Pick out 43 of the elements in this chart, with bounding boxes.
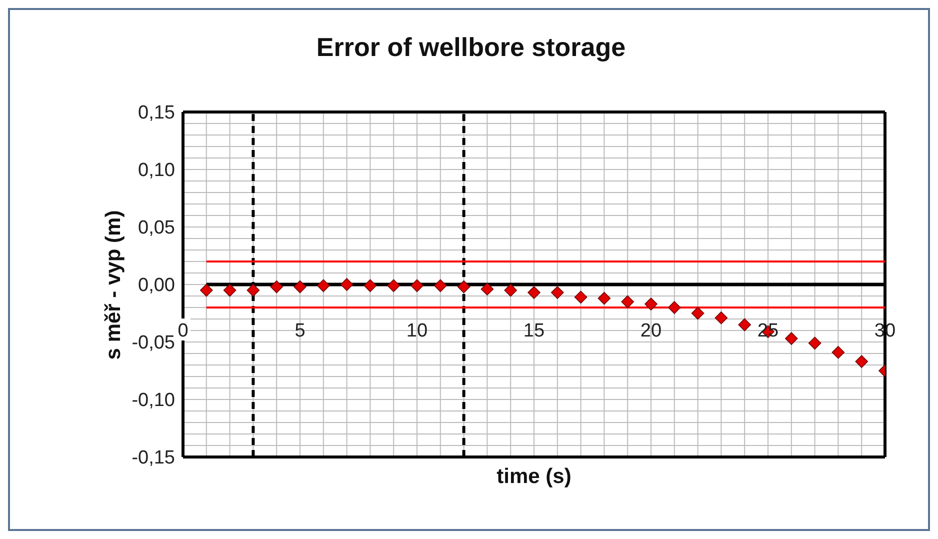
point <box>551 286 564 299</box>
point <box>480 282 494 296</box>
y-axis-title: s měř - vyp (m) <box>102 210 126 360</box>
y-tick-label: -0,10 <box>132 390 175 412</box>
point <box>855 355 868 368</box>
point <box>387 279 400 292</box>
point <box>340 278 354 291</box>
point <box>691 306 704 320</box>
point <box>410 279 424 292</box>
x-tick-label: 10 <box>406 320 428 342</box>
point <box>434 279 447 292</box>
y-tick-label: 0,05 <box>138 218 175 239</box>
x-axis-title: time (s) <box>496 465 572 489</box>
y-tick-label: 0,10 <box>138 160 175 182</box>
point <box>504 284 517 297</box>
x-tick-label: 0 <box>178 320 188 342</box>
y-tick-label: 0,00 <box>138 275 175 296</box>
y-tick-label: 0,15 <box>138 102 175 124</box>
y-tick-label: -0,05 <box>132 332 175 354</box>
x-tick-label: 20 <box>640 320 662 342</box>
point <box>668 301 681 314</box>
point <box>223 284 236 297</box>
point <box>598 292 611 305</box>
point <box>808 336 822 350</box>
point <box>200 284 213 297</box>
point <box>574 290 588 304</box>
point <box>364 279 377 292</box>
point <box>621 295 634 308</box>
point <box>714 311 728 324</box>
point <box>785 332 798 345</box>
point <box>644 298 658 310</box>
y-tick-label: -0,15 <box>132 448 175 469</box>
point <box>738 318 751 332</box>
x-tick-label: 15 <box>523 320 545 342</box>
point <box>270 280 283 294</box>
point <box>294 280 306 294</box>
x-tick-label: 5 <box>294 320 306 342</box>
point <box>457 280 470 294</box>
point <box>317 279 330 292</box>
point <box>832 346 845 359</box>
chart-title: Error of wellbore storage <box>315 32 627 63</box>
point <box>246 284 260 297</box>
point <box>528 286 540 299</box>
